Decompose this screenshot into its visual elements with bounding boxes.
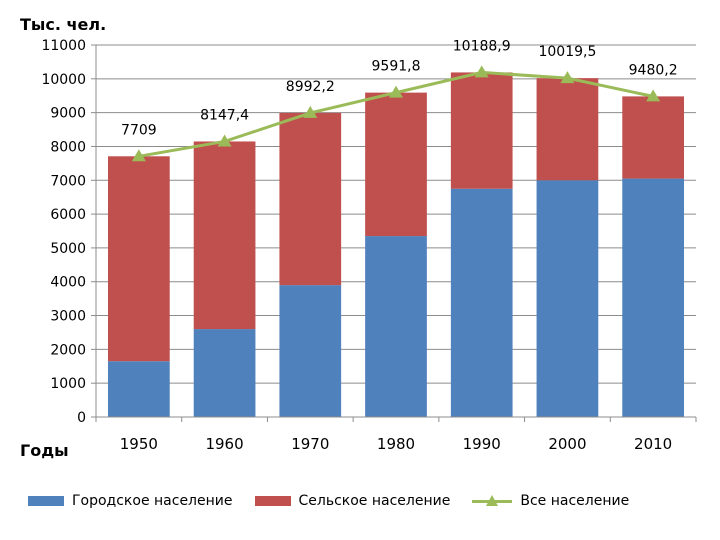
- legend-label-total: Все население: [520, 493, 630, 509]
- total-marker: [389, 85, 403, 98]
- total-marker: [217, 134, 232, 147]
- x-tick-label: 1970: [291, 435, 329, 453]
- y-tick-label: 2000: [50, 342, 86, 358]
- data-label: 9591,8: [372, 59, 421, 75]
- total-marker: [303, 105, 318, 118]
- y-tick-label: 7000: [50, 173, 86, 189]
- y-tick-label: 4000: [50, 275, 86, 291]
- x-axis: 1950 1960 1970 1980 1990 2000 2010: [95, 416, 697, 453]
- bar-urban: [365, 236, 427, 417]
- data-label: 7709: [121, 122, 157, 138]
- legend-swatch-total: [472, 495, 513, 507]
- legend-item-urban: Городское население: [28, 493, 233, 509]
- bar-rural: [622, 96, 684, 179]
- legend-label-rural: Сельское население: [298, 493, 451, 509]
- y-tick-label: 9000: [50, 106, 86, 122]
- x-tick-label: 1990: [463, 435, 501, 453]
- bar-rural: [193, 141, 256, 330]
- bar-urban: [193, 329, 256, 417]
- bar-rural: [450, 72, 513, 189]
- bar-urban: [622, 178, 684, 417]
- x-axis-title: Годы: [20, 441, 69, 460]
- legend: Городское население Сельское население В…: [28, 486, 708, 516]
- data-label: 8147,4: [200, 107, 249, 123]
- legend-item-total: Все население: [472, 493, 629, 509]
- y-axis: 0 1000 2000 3000 4000 5000 6000 7000 8000 9000 100…: [41, 38, 97, 426]
- data-label: 8992,2: [286, 79, 335, 95]
- bar-rural: [279, 112, 342, 286]
- bar-urban: [108, 361, 170, 417]
- data-label: 10188,9: [453, 38, 511, 54]
- legend-swatch-urban: [28, 496, 64, 506]
- y-tick-label: 0: [77, 410, 86, 426]
- data-label: 10019,5: [538, 44, 596, 60]
- bar-rural: [365, 92, 427, 237]
- y-tick-label: 8000: [50, 139, 86, 155]
- y-tick-label: 6000: [50, 207, 86, 223]
- total-marker: [474, 65, 489, 78]
- total-marker: [131, 149, 146, 162]
- data-label: 9480,2: [629, 62, 678, 78]
- y-tick-label: 11000: [41, 38, 86, 54]
- legend-swatch-rural: [254, 496, 291, 506]
- y-axis-title: Тыс. чел.: [20, 15, 106, 34]
- bar-rural: [536, 78, 599, 181]
- x-tick-label: 1960: [205, 435, 243, 453]
- y-tick-label: 10000: [41, 72, 86, 88]
- total-marker: [560, 71, 575, 84]
- y-tick-label: 3000: [50, 309, 86, 325]
- bar-urban: [536, 180, 599, 417]
- legend-label-urban: Городское население: [72, 493, 233, 509]
- total-marker: [646, 89, 661, 102]
- bar-rural: [108, 156, 170, 362]
- y-tick-label: 5000: [50, 241, 86, 257]
- y-tick-label: 1000: [50, 376, 86, 392]
- legend-item-rural: Сельское население: [254, 493, 451, 509]
- bar-urban: [450, 188, 513, 417]
- bar-urban: [279, 285, 342, 417]
- x-tick-label: 2000: [548, 435, 586, 453]
- x-tick-label: 1980: [377, 435, 415, 453]
- x-tick-label: 2010: [634, 435, 672, 453]
- x-tick-label: 1950: [120, 435, 158, 453]
- total-line: 7709 8147,4 8992,2 9591,8 10188,9 10019,5 9480…: [121, 38, 678, 162]
- bars: [108, 72, 684, 417]
